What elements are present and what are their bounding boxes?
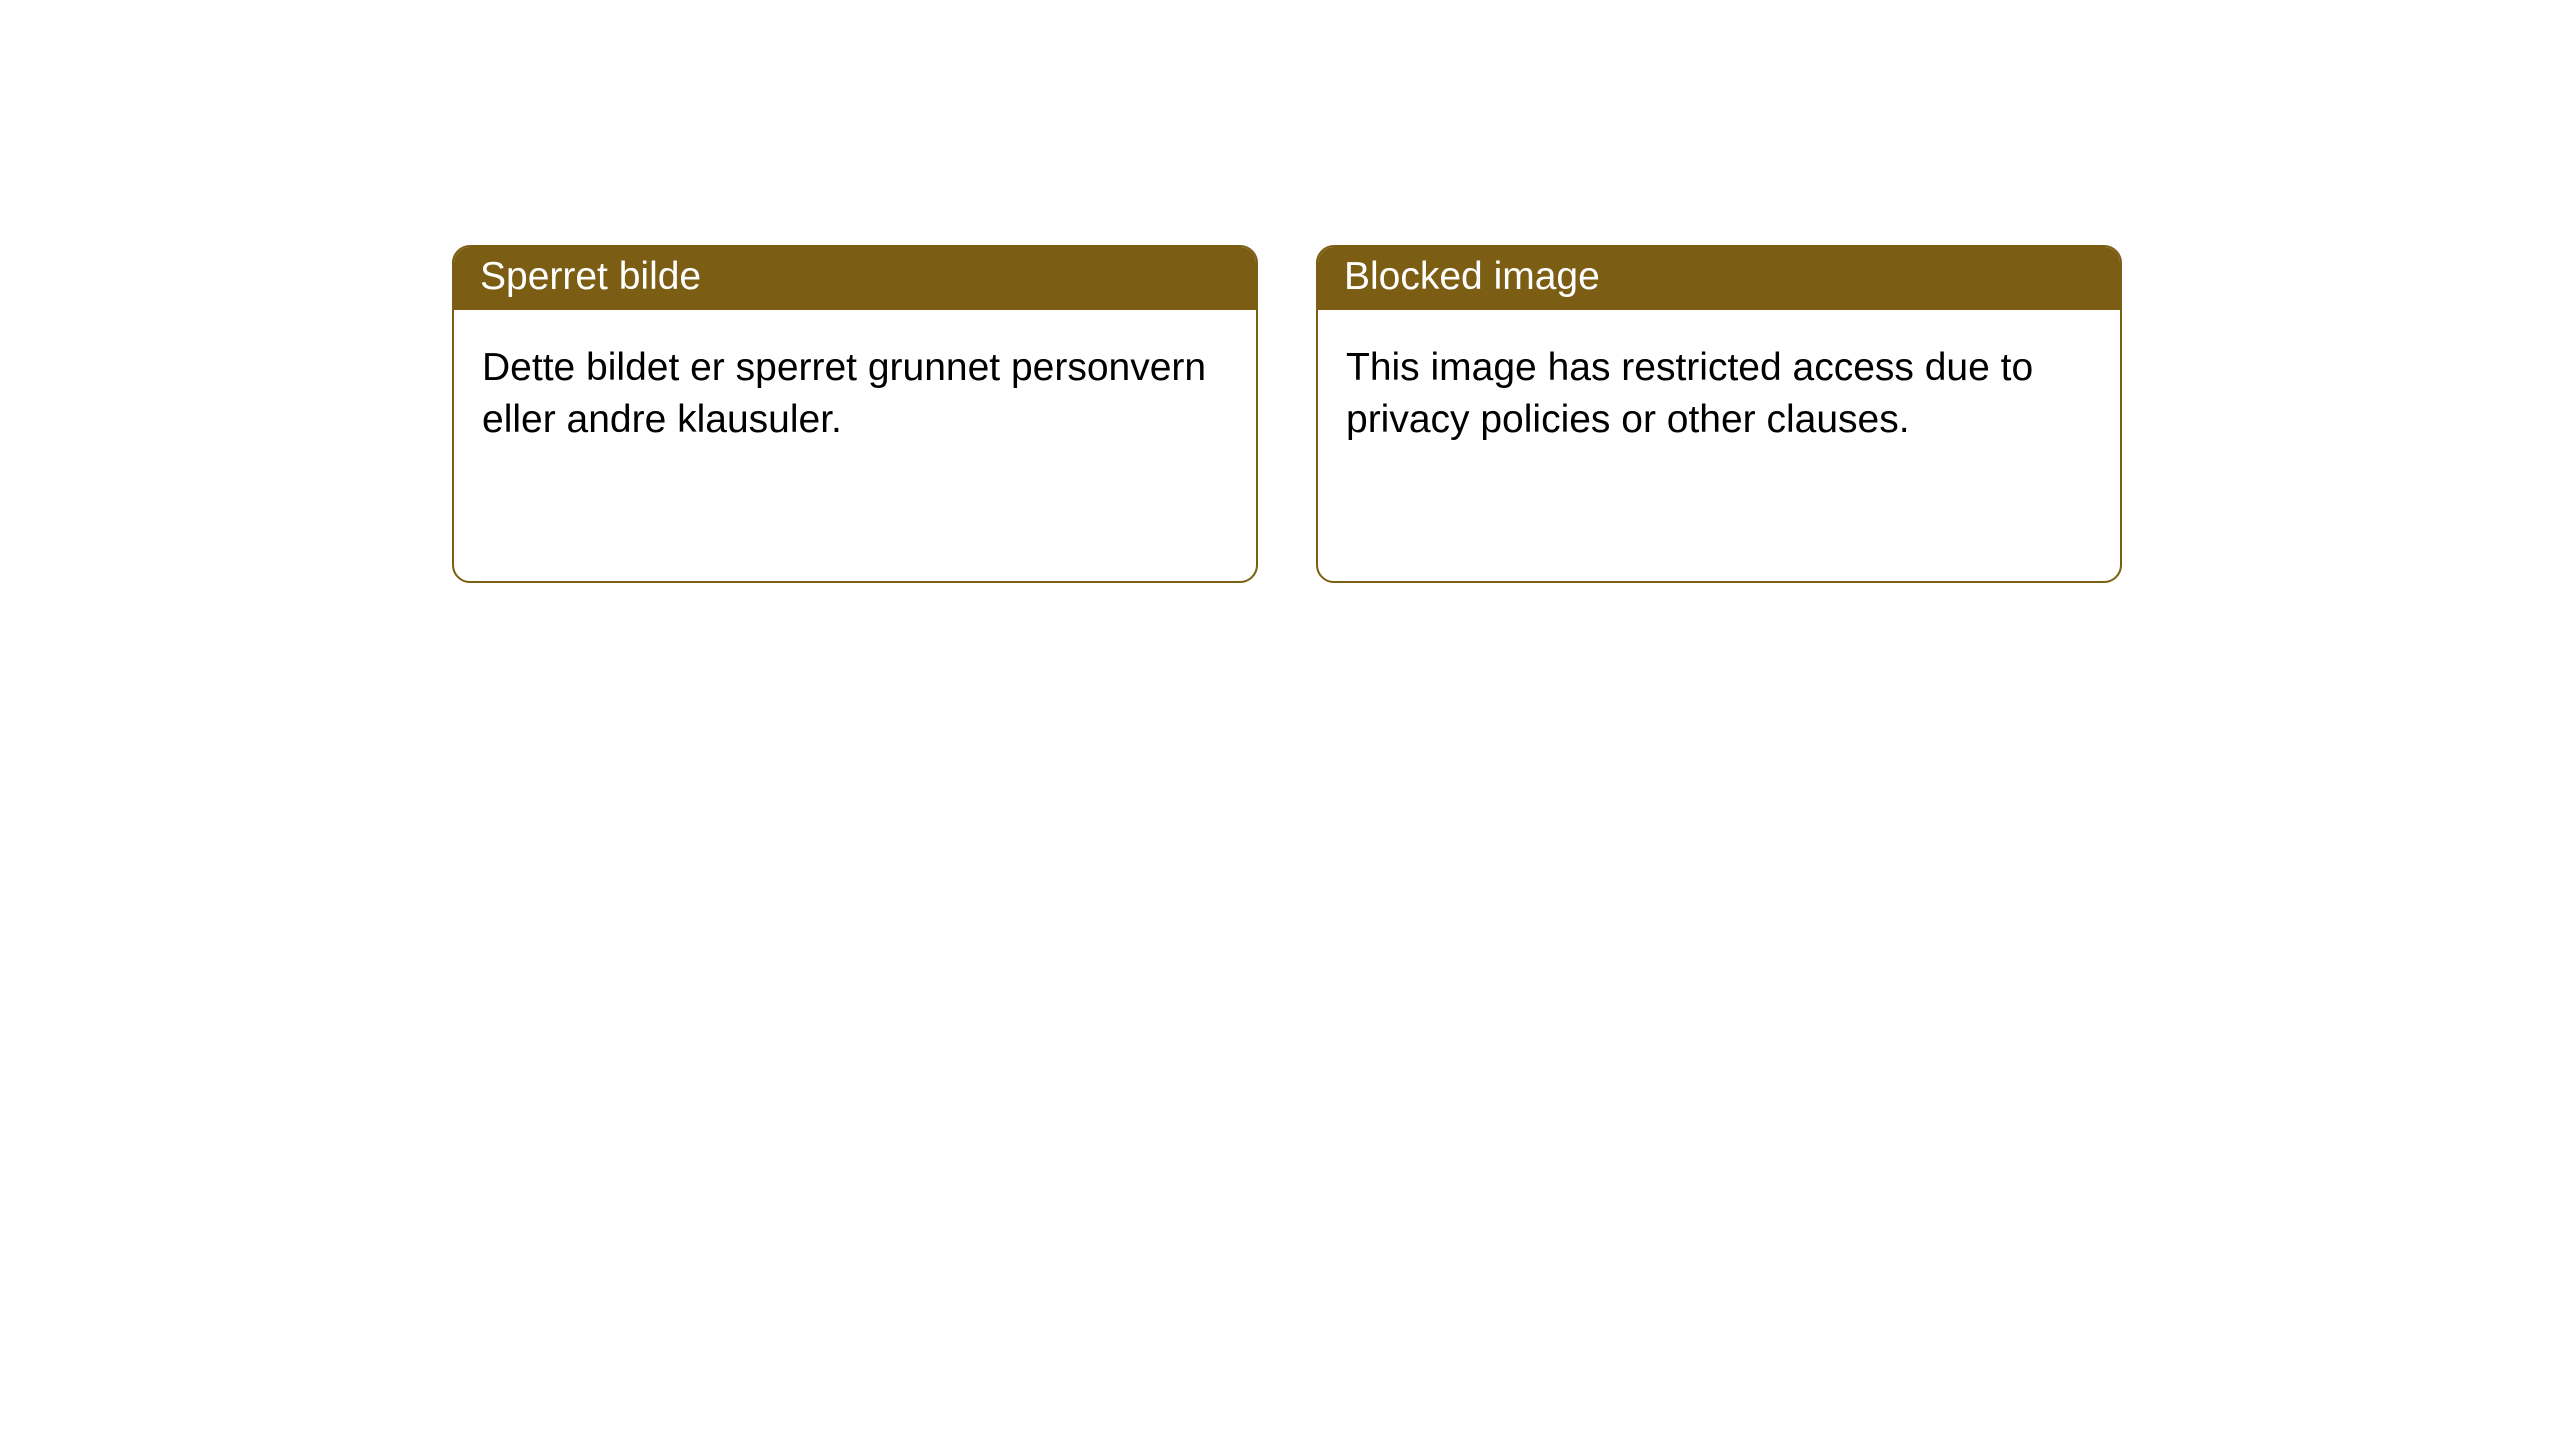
notice-container: Sperret bilde Dette bildet er sperret gr…	[0, 0, 2560, 583]
notice-body: Dette bildet er sperret grunnet personve…	[454, 310, 1256, 479]
notice-card-english: Blocked image This image has restricted …	[1316, 245, 2122, 583]
notice-header: Blocked image	[1318, 247, 2120, 310]
notice-body: This image has restricted access due to …	[1318, 310, 2120, 479]
notice-card-norwegian: Sperret bilde Dette bildet er sperret gr…	[452, 245, 1258, 583]
notice-header: Sperret bilde	[454, 247, 1256, 310]
